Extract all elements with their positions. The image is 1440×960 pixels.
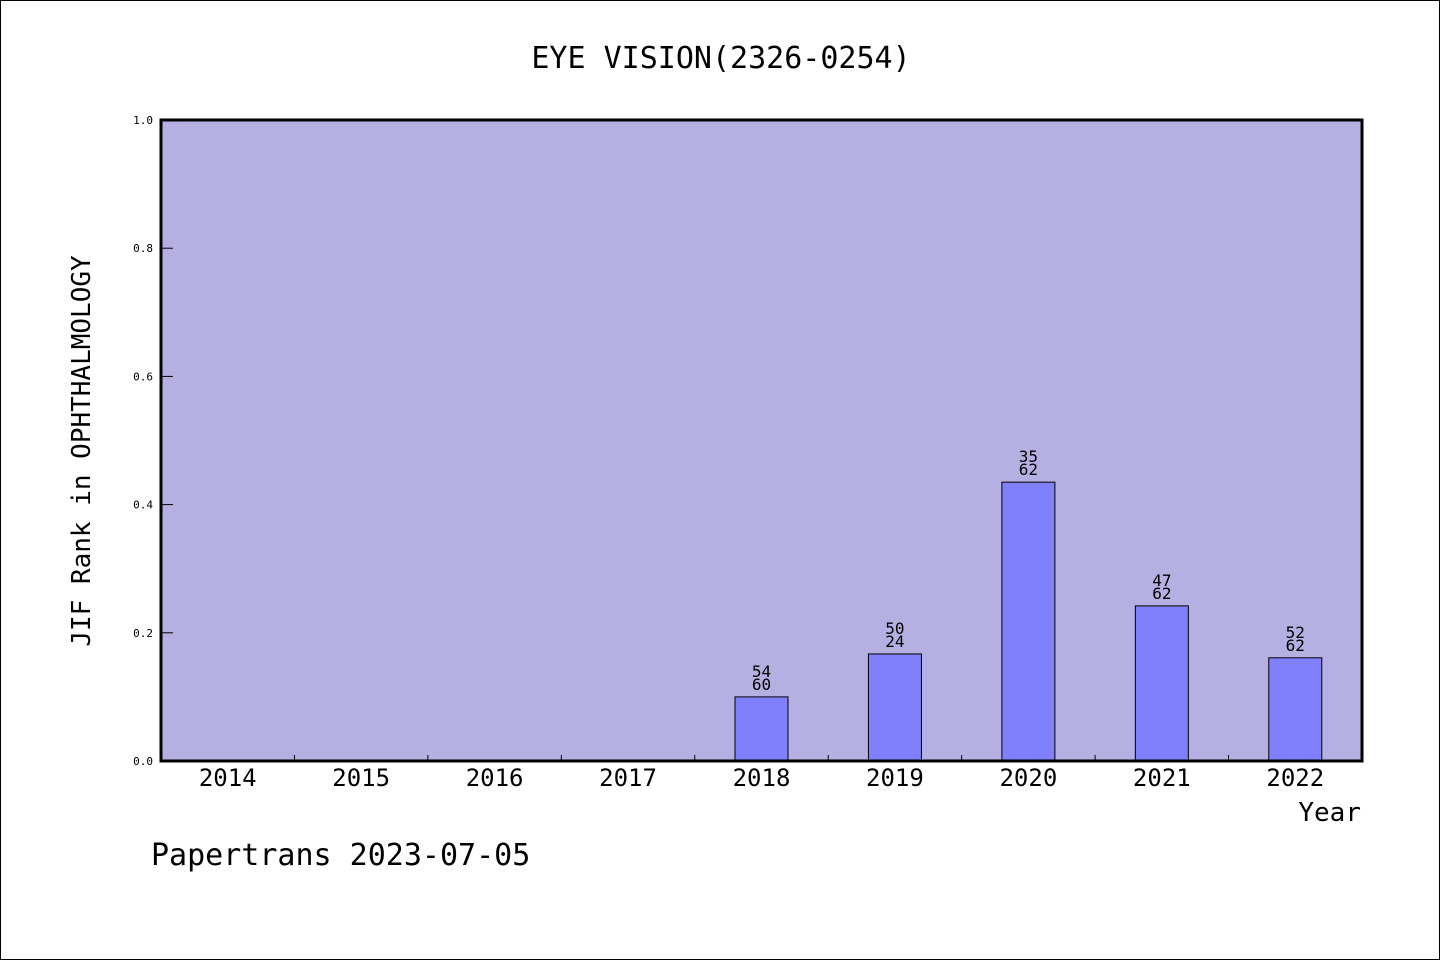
y-tick-label: 0.8 [133,242,153,255]
plot-frame [159,118,1364,763]
x-tick-label: 2021 [1133,764,1191,792]
bar-label-total: 62 [1152,584,1171,603]
x-tick-label: 2019 [866,764,924,792]
x-tick-label: 2017 [599,764,657,792]
bar-label-total: 62 [1286,636,1305,655]
y-tick-label: 0.0 [133,755,153,768]
y-tick-label: 1.0 [133,114,153,127]
x-tick-label: 2020 [999,764,1057,792]
bar-label-rank: 54 [752,662,771,681]
bar-2019 [867,653,922,762]
bar-label-rank: 52 [1286,623,1305,642]
y-tick-label: 0.2 [133,627,153,640]
bar-label-total: 24 [885,632,904,651]
x-tick-label: 2016 [466,764,524,792]
bar-2022 [1268,657,1323,762]
footer-watermark: Papertrans 2023-07-05 [151,838,530,873]
bar-label-total: 60 [752,675,771,694]
bar-label-total: 62 [1019,460,1038,479]
y-axis: 0.0 0.2 0.4 0.6 0.8 1.0 [133,114,173,768]
bar-label-rank: 47 [1152,571,1171,590]
chart-title: EYE VISION(2326-0254) [531,41,910,76]
bar-label-rank: 50 [885,619,904,638]
bar-2021 [1134,605,1189,762]
y-tick-label: 0.6 [133,370,153,383]
bar-2020 [1001,481,1056,762]
x-tick-label: 2014 [199,764,257,792]
y-tick-label: 0.4 [133,499,153,512]
x-axis: 2014 2015 2016 2017 2018 2019 2020 2021 2022 [199,755,1324,792]
bar-label-rank: 35 [1019,447,1038,466]
y-axis-label: JIF Rank in OPHTHALMOLOGY [67,255,97,647]
x-axis-label: Year [1298,798,1361,828]
bar-2018 [734,696,789,762]
x-tick-label: 2018 [733,764,791,792]
x-tick-label: 2022 [1266,764,1324,792]
x-tick-label: 2015 [332,764,390,792]
